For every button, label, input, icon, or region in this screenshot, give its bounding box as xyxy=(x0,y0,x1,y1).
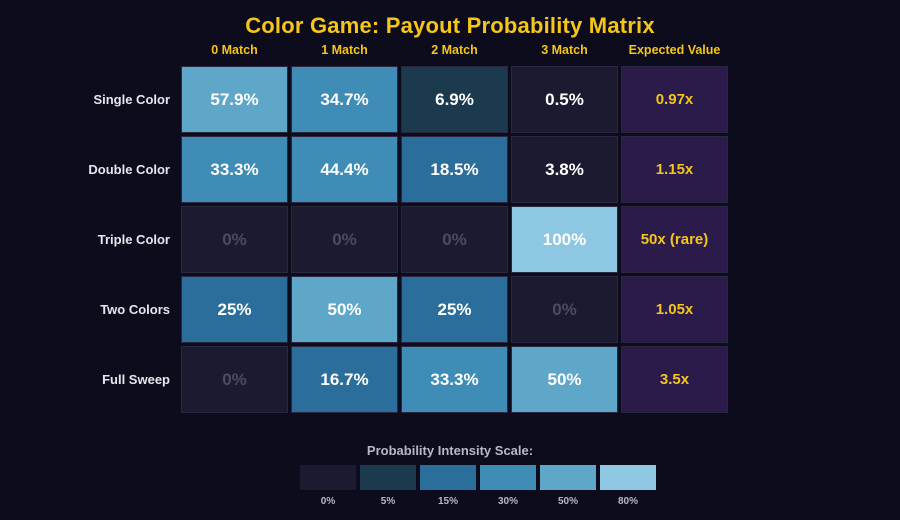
heatmap-cell: 100% xyxy=(511,206,618,273)
column-header: 1 Match xyxy=(321,43,368,57)
heatmap-cell: 0.5% xyxy=(511,66,618,133)
expected-value-cell: 3.5x xyxy=(621,346,728,413)
chart-title: Color Game: Payout Probability Matrix xyxy=(245,13,655,38)
heatmap-cell: 33.3% xyxy=(401,346,508,413)
row-label: Single Color xyxy=(93,91,170,107)
legend-label: 15% xyxy=(437,496,458,507)
column-header: 2 Match xyxy=(431,43,478,57)
expected-value-cell: 1.05x xyxy=(621,276,728,343)
legend-label: 50% xyxy=(557,496,578,507)
legend-swatch xyxy=(600,465,656,490)
heatmap-cell: 0% xyxy=(511,276,618,343)
heatmap-cell: 25% xyxy=(401,276,508,343)
legend-title: Probability Intensity Scale: xyxy=(366,443,534,458)
column-header: 3 Match xyxy=(541,43,588,57)
row-label: Full Sweep xyxy=(102,371,170,387)
expected-value-cell: 1.15x xyxy=(621,136,728,203)
heatmap-cell: 50% xyxy=(291,276,398,343)
legend-swatch xyxy=(540,465,596,490)
legend-label: 0% xyxy=(320,496,336,507)
legend-swatch xyxy=(420,465,476,490)
legend-swatch xyxy=(300,465,356,490)
heatmap-cell: 34.7% xyxy=(291,66,398,133)
legend-swatch xyxy=(360,465,416,490)
heatmap-cell: 18.5% xyxy=(401,136,508,203)
row-label: Two Colors xyxy=(100,301,170,317)
column-header: 0 Match xyxy=(211,43,258,57)
heatmap-cell: 57.9% xyxy=(181,66,288,133)
heatmap-cell: 0% xyxy=(291,206,398,273)
row-label: Double Color xyxy=(88,161,170,177)
row-label: Triple Color xyxy=(97,231,170,247)
heatmap-cell: 3.8% xyxy=(511,136,618,203)
heatmap-cell: 33.3% xyxy=(181,136,288,203)
heatmap-cell: 16.7% xyxy=(291,346,398,413)
legend-label: 5% xyxy=(380,496,396,507)
legend-swatch xyxy=(480,465,536,490)
heatmap-cell: 0% xyxy=(181,346,288,413)
legend-label: 30% xyxy=(497,496,518,507)
column-header: Expected Value xyxy=(628,43,721,57)
heatmap-cell: 0% xyxy=(181,206,288,273)
heatmap-cell: 44.4% xyxy=(291,136,398,203)
expected-value-cell: 0.97x xyxy=(621,66,728,133)
heatmap-cell: 50% xyxy=(511,346,618,413)
legend-label: 80% xyxy=(617,496,638,507)
heatmap-cell: 25% xyxy=(181,276,288,343)
expected-value-cell: 50x (rare) xyxy=(621,206,728,273)
heatmap-cell: 6.9% xyxy=(401,66,508,133)
heatmap-cell: 0% xyxy=(401,206,508,273)
